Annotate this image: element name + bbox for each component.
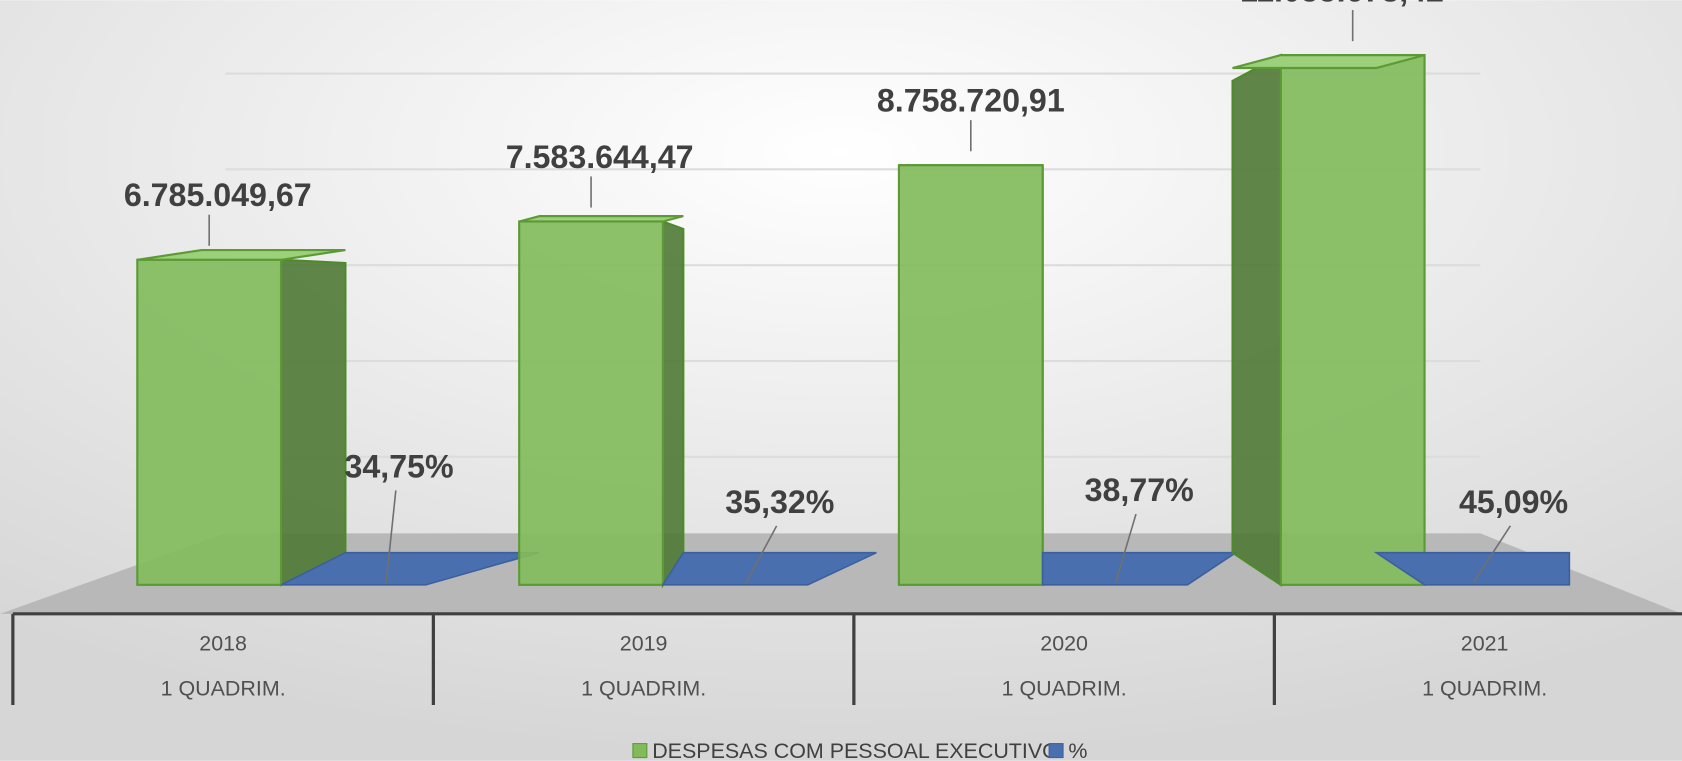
legend-label: % <box>1068 739 1087 761</box>
x-tick-sublabel: 1 QUADRIM. <box>581 677 706 701</box>
data-label: 35,32% <box>725 484 834 520</box>
bar <box>518 220 665 586</box>
bar-top <box>518 215 684 223</box>
bar <box>1279 54 1426 586</box>
data-label: 34,75% <box>344 448 453 484</box>
x-tick-sublabel: 1 QUADRIM. <box>1422 677 1547 701</box>
legend-swatch <box>1048 743 1064 759</box>
leader-line <box>745 525 778 584</box>
x-tick-sublabel: 1 QUADRIM. <box>161 677 286 701</box>
data-label: 45,09% <box>1459 484 1568 520</box>
leader-line <box>1472 525 1512 584</box>
data-label: 7.583.644,47 <box>506 139 694 175</box>
bar <box>897 164 1044 586</box>
x-tick-label: 2019 <box>620 632 668 656</box>
bar-side <box>279 258 347 587</box>
bar <box>1373 551 1571 586</box>
data-label: 8.758.720,91 <box>877 82 1065 118</box>
x-tick-label: 2018 <box>199 632 247 656</box>
bar-top <box>1232 54 1425 70</box>
data-label: 11.055.678,42 <box>1240 0 1444 8</box>
x-tick-label: 2020 <box>1040 632 1088 656</box>
bar-side <box>1231 53 1282 587</box>
x-tick-sublabel: 1 QUADRIM. <box>1002 677 1127 701</box>
legend-label: DESPESAS COM PESSOAL EXECUTIVO <box>652 739 1059 761</box>
x-tick-label: 2021 <box>1461 632 1509 656</box>
data-label: 38,77% <box>1085 472 1194 508</box>
legend-swatch <box>632 743 648 759</box>
bar-top <box>137 249 346 261</box>
bar <box>136 258 283 586</box>
data-label: 6.785.049,67 <box>124 177 312 213</box>
bar-side <box>661 219 685 589</box>
leader-line <box>385 490 397 583</box>
leader-line <box>1114 513 1137 583</box>
bar <box>661 551 877 586</box>
